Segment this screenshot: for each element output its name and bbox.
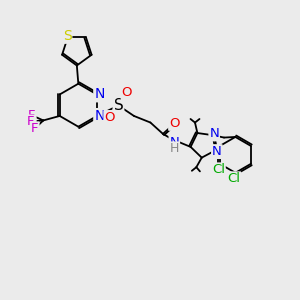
Text: S: S bbox=[114, 98, 123, 113]
Text: F: F bbox=[27, 116, 34, 128]
Text: N: N bbox=[94, 88, 104, 101]
Text: Cl: Cl bbox=[227, 172, 240, 185]
Text: N: N bbox=[94, 109, 104, 123]
Text: H: H bbox=[169, 142, 179, 155]
Text: F: F bbox=[31, 122, 39, 135]
Text: O: O bbox=[104, 111, 115, 124]
Text: N: N bbox=[169, 136, 179, 149]
Text: S: S bbox=[63, 29, 71, 43]
Text: O: O bbox=[122, 86, 132, 100]
Text: O: O bbox=[169, 117, 179, 130]
Text: N: N bbox=[212, 145, 222, 158]
Text: F: F bbox=[28, 109, 36, 122]
Text: Cl: Cl bbox=[212, 163, 225, 176]
Text: N: N bbox=[209, 128, 219, 140]
